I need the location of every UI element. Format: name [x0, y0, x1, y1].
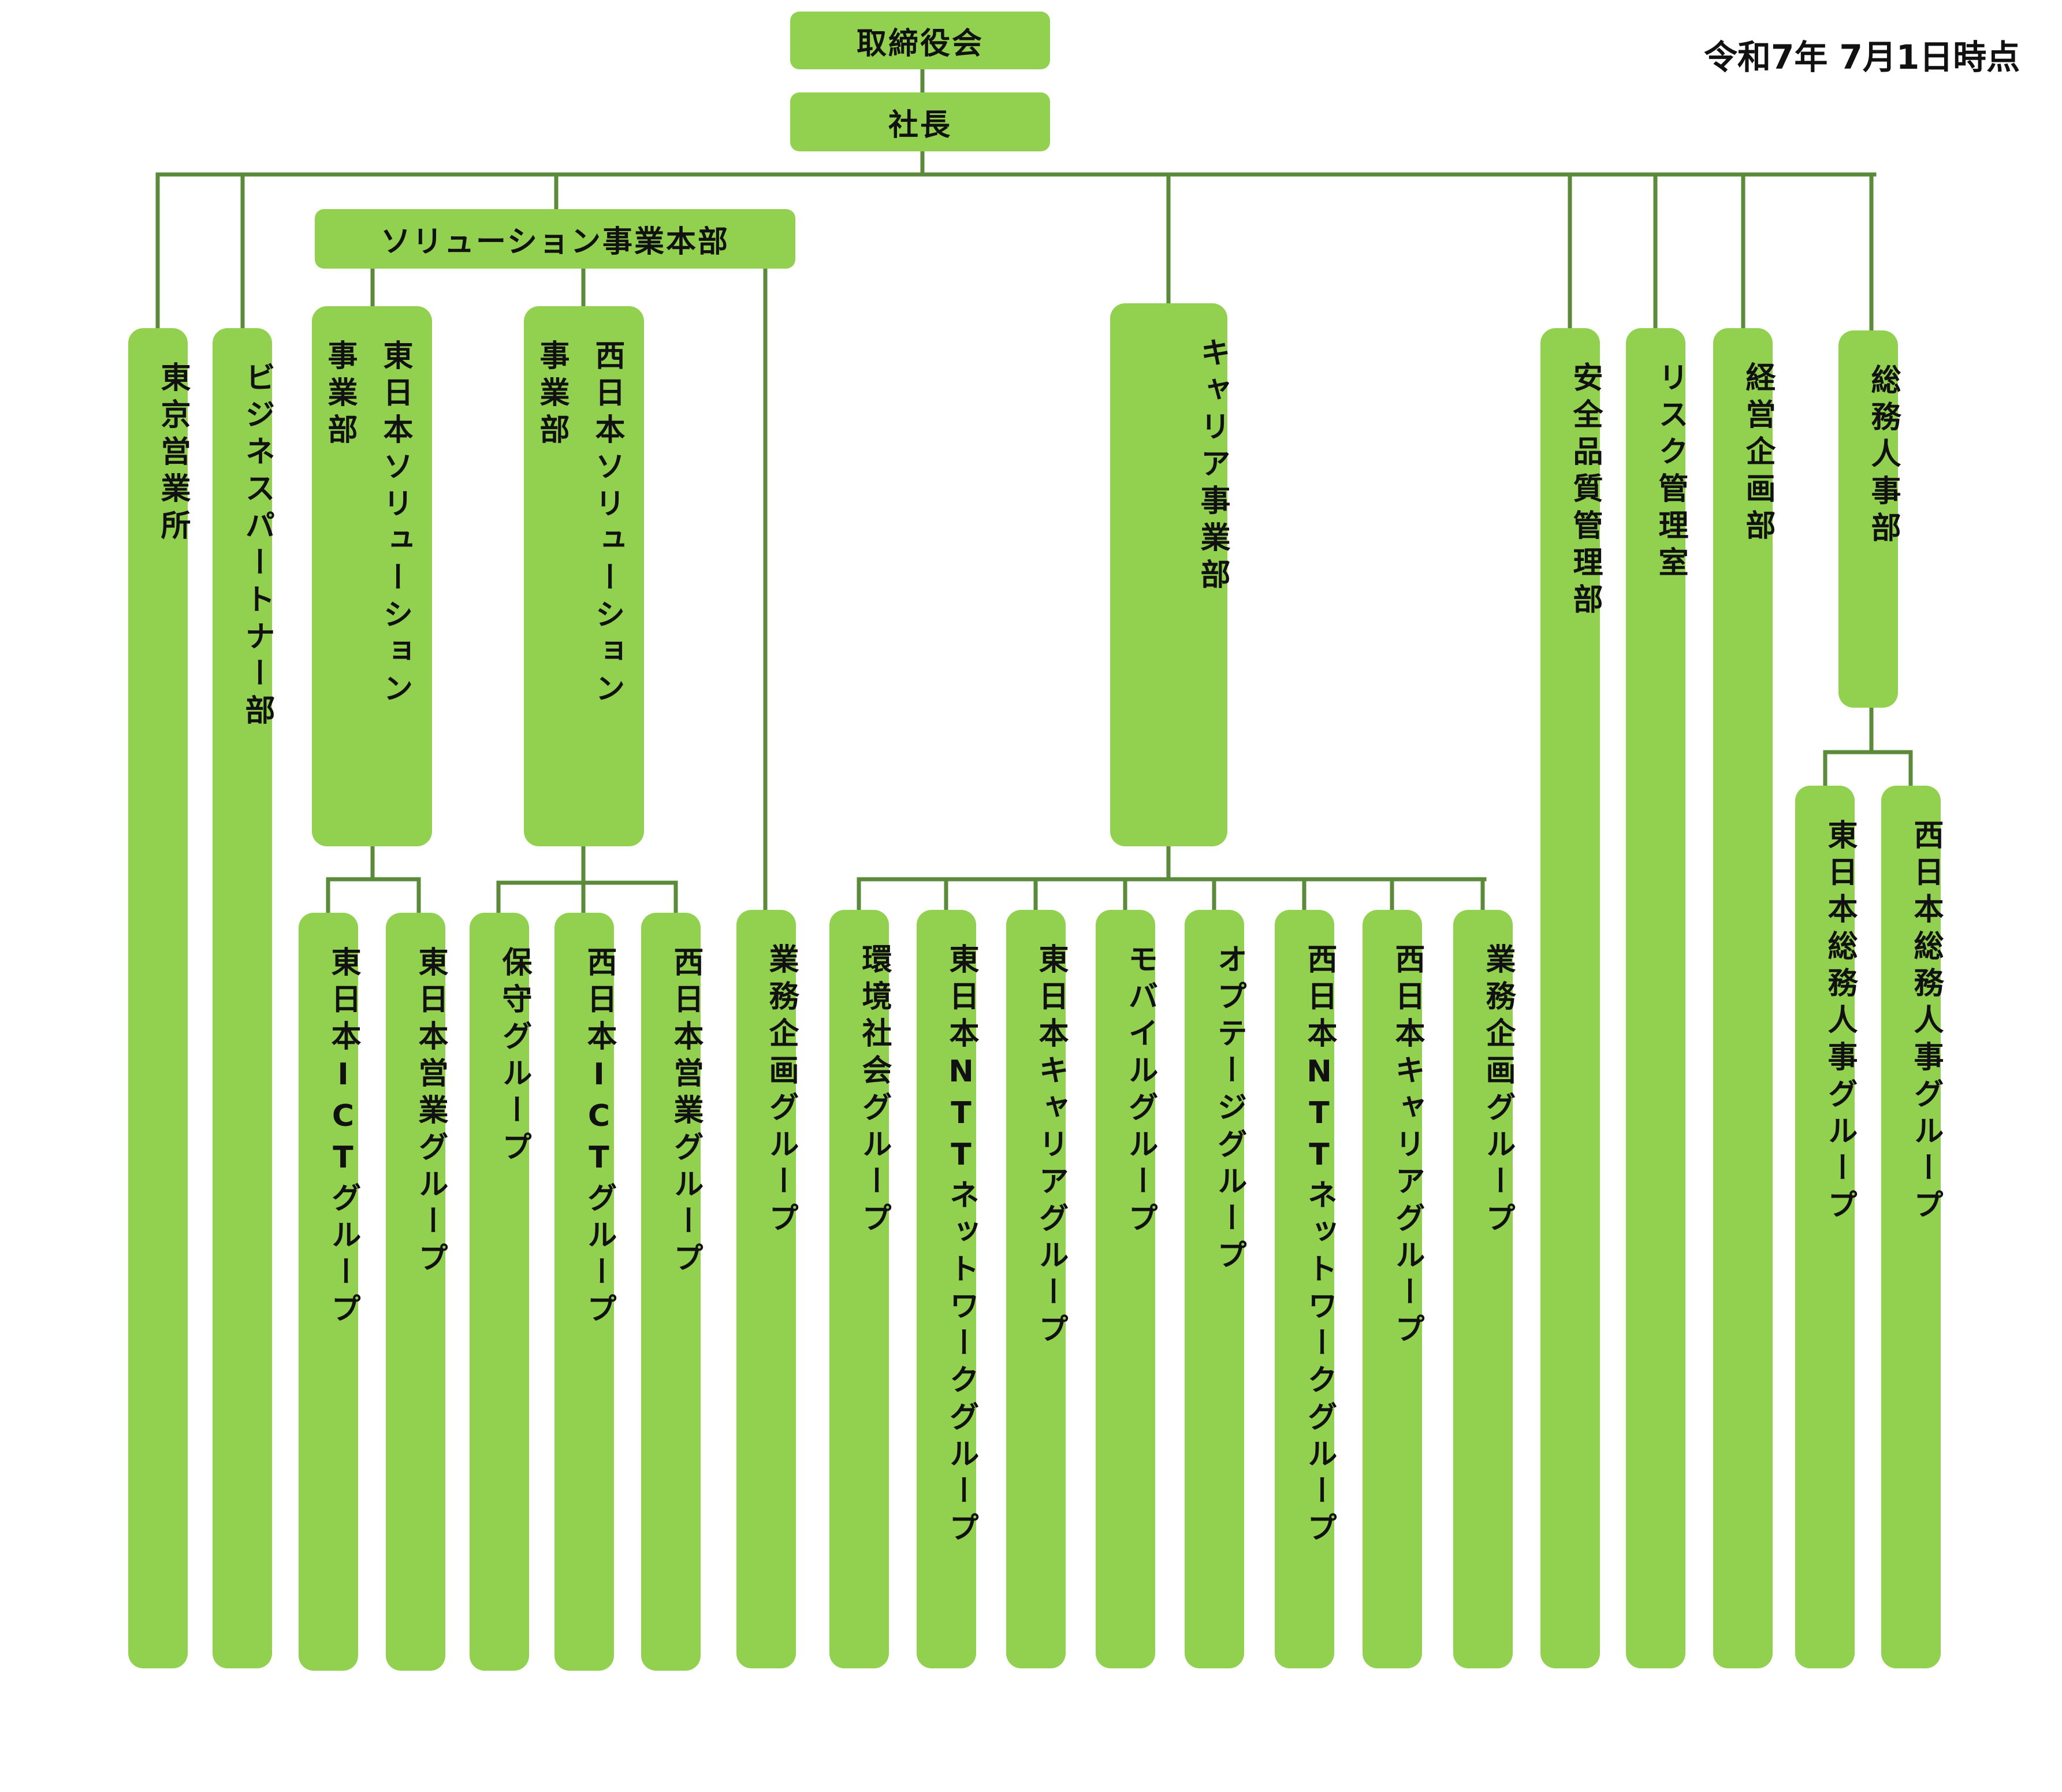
carrier-group-box: 西日本キャリアグループ [1363, 910, 1424, 1668]
east-solution-division-box: 東日本ソリューション 事業部 [312, 306, 432, 846]
west-general-affairs-group-box: 西日本総務人事グループ [1881, 786, 1943, 1668]
safety-quality-box: 安全品質管理部 [1540, 328, 1602, 1668]
board-of-directors-box: 取締役会 [790, 12, 1050, 69]
west-ict-group-box: 西日本ICTグループ [554, 913, 616, 1671]
carrier-group-label: 東日本NTTネットワークグループ [944, 943, 978, 1549]
as-of-date: 令和7年 7月1日時点 [1704, 38, 2020, 77]
east-sales-group-box: 東日本営業グループ [386, 913, 448, 1671]
solution-planning-group-box: 業務企画グループ [736, 910, 798, 1668]
east-solution-label-main: 東日本ソリューション [378, 340, 412, 709]
board-label: 取締役会 [856, 26, 984, 61]
carrier-group-box: 業務企画グループ [1453, 910, 1515, 1668]
general-affairs-box: 総務人事部 [1838, 330, 1900, 708]
carrier-group-box: 東日本キャリアグループ [1006, 910, 1068, 1668]
carrier-group-box: 西日本NTTネットワークグループ [1275, 910, 1337, 1668]
carrier-group-label: 環境社会グループ [857, 943, 891, 1239]
carrier-group-label: 業務企画グループ [1480, 943, 1515, 1239]
east-general-affairs-group-label: 東日本総務人事グループ [1822, 819, 1857, 1226]
west-solution-label-sub: 事業部 [534, 340, 569, 451]
maintenance-group-box: 保守グループ [470, 913, 531, 1671]
carrier-division-label: キャリア事業部 [1195, 337, 1230, 596]
carrier-group-label: 西日本NTTネットワークグループ [1302, 943, 1337, 1549]
business-partner-label: ビジネスパートナー部 [240, 362, 274, 731]
carrier-group-label: オプテージグループ [1212, 943, 1246, 1276]
carrier-group-box: 東日本NTTネットワークグループ [917, 910, 978, 1668]
solution-hq-label: ソリューション事業本部 [381, 225, 729, 259]
west-solution-division-box: 西日本ソリューション 事業部 [524, 306, 644, 846]
tokyo-office-box: 東京営業所 [128, 328, 190, 1668]
east-ict-group-label: 東日本ICTグループ [326, 946, 360, 1330]
management-planning-box: 経営企画部 [1713, 328, 1775, 1668]
president-label: 社長 [888, 107, 952, 143]
carrier-group-label: 東日本キャリアグループ [1033, 943, 1068, 1350]
president-box: 社長 [790, 92, 1050, 151]
east-sales-group-label: 東日本営業グループ [413, 946, 448, 1279]
maintenance-group-label: 保守グループ [497, 946, 531, 1168]
management-planning-label: 経営企画部 [1740, 362, 1775, 546]
west-sales-group-label: 西日本営業グループ [668, 946, 703, 1279]
carrier-group-box: 環境社会グループ [829, 910, 891, 1668]
west-sales-group-box: 西日本営業グループ [641, 913, 703, 1671]
solution-hq-box: ソリューション事業本部 [315, 209, 795, 269]
risk-management-box: リスク管理室 [1626, 328, 1688, 1668]
general-affairs-label: 総務人事部 [1866, 364, 1900, 549]
business-partner-box: ビジネスパートナー部 [213, 328, 274, 1668]
carrier-group-label: モバイルグループ [1123, 943, 1157, 1239]
carrier-group-box: モバイルグループ [1096, 910, 1157, 1668]
east-general-affairs-group-box: 東日本総務人事グループ [1795, 786, 1857, 1668]
safety-quality-label: 安全品質管理部 [1568, 362, 1602, 620]
carrier-division-box: キャリア事業部 [1110, 303, 1230, 846]
carrier-group-box: オプテージグループ [1185, 910, 1246, 1668]
risk-management-label: リスク管理室 [1653, 362, 1688, 583]
west-general-affairs-group-label: 西日本総務人事グループ [1908, 819, 1943, 1226]
east-solution-label-sub: 事業部 [322, 340, 357, 451]
east-ict-group-box: 東日本ICTグループ [299, 913, 360, 1671]
solution-planning-group-label: 業務企画グループ [764, 943, 798, 1239]
carrier-group-label: 西日本キャリアグループ [1390, 943, 1424, 1350]
west-ict-group-label: 西日本ICTグループ [582, 946, 616, 1330]
west-solution-label-main: 西日本ソリューション [590, 340, 624, 709]
tokyo-office-label: 東京営業所 [155, 362, 190, 546]
